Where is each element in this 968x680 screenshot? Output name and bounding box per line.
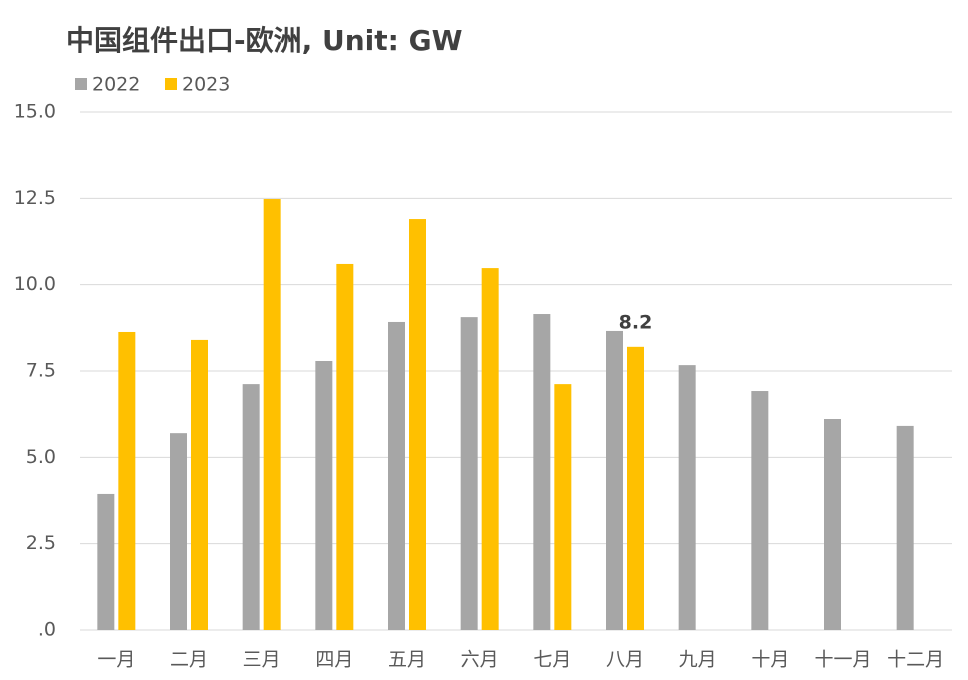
- y-tick-label: 5.0: [26, 446, 56, 468]
- x-tick-label: 三月: [243, 649, 281, 671]
- bar: [263, 199, 281, 631]
- x-tick-label: 四月: [315, 649, 353, 671]
- bar: [678, 365, 696, 630]
- legend-swatch: [165, 78, 177, 90]
- x-tick-label: 八月: [606, 649, 644, 671]
- y-tick-label: 7.5: [26, 360, 56, 382]
- bar: [533, 314, 551, 630]
- bar: [481, 268, 499, 630]
- legend-swatch: [75, 78, 87, 90]
- x-tick-label: 一月: [97, 649, 135, 671]
- x-tick-label: 十月: [751, 649, 789, 671]
- bar: [606, 330, 623, 630]
- bar: [824, 419, 841, 630]
- y-tick-label: 15.0: [14, 101, 56, 123]
- bar: [751, 391, 769, 630]
- x-tick-label: 九月: [679, 649, 717, 671]
- chart-title: 中国组件出口-欧洲, Unit: GW: [66, 24, 463, 57]
- bar: [896, 425, 914, 630]
- bar: [460, 317, 478, 630]
- bar: [191, 339, 208, 630]
- bar: [554, 384, 572, 630]
- y-tick-label: .0: [38, 619, 56, 641]
- legend-label: 2023: [182, 74, 230, 96]
- x-tick-label: 七月: [533, 649, 571, 671]
- value-label: 8.2: [619, 311, 653, 333]
- y-tick-label: 12.5: [14, 187, 56, 209]
- x-tick-label: 五月: [388, 649, 426, 671]
- bar: [242, 384, 260, 630]
- bar: [170, 433, 187, 630]
- bar: [97, 493, 115, 630]
- bar: [627, 346, 644, 630]
- legend-label: 2022: [92, 74, 140, 96]
- bar: [409, 219, 426, 630]
- bar: [388, 321, 405, 630]
- bar: [336, 263, 354, 630]
- y-tick-label: 10.0: [14, 273, 56, 295]
- x-tick-label: 六月: [461, 649, 499, 671]
- bar: [315, 360, 333, 630]
- x-tick-label: 十一月: [814, 649, 871, 671]
- bar: [118, 331, 136, 630]
- x-tick-label: 十二月: [887, 649, 944, 671]
- y-tick-label: 2.5: [26, 532, 56, 554]
- x-tick-label: 二月: [170, 649, 208, 671]
